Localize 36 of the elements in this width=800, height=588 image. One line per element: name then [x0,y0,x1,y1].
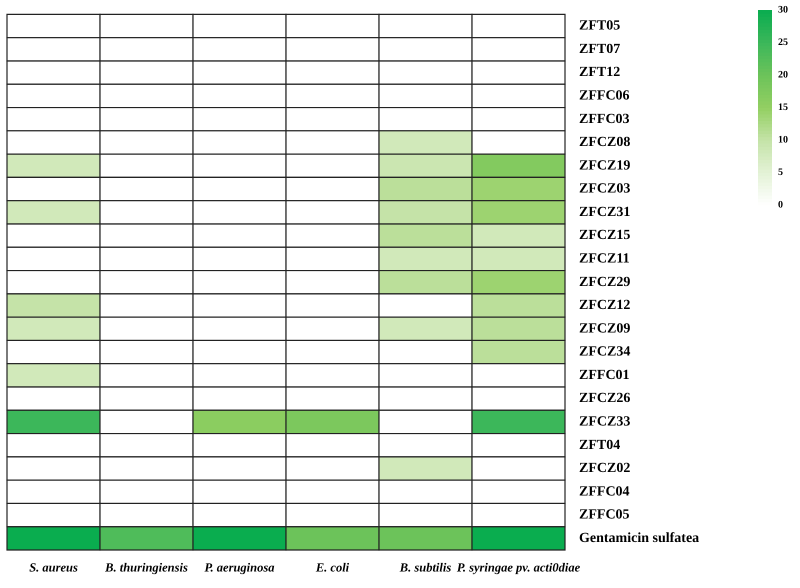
x-tick-label: P. aeruginosa [204,560,274,575]
color-bar-label: 20 [778,70,788,81]
y-tick-label: ZFFC03 [579,112,630,127]
y-tick-label: Gentamicin sulfatea [579,530,700,546]
y-tick-label: ZFCZ03 [579,182,630,197]
color-bar-label: 5 [778,167,783,178]
x-tick-label: B. thuringiensis [104,560,188,575]
y-tick-label: ZFFC04 [579,484,630,500]
y-tick-label: ZFCZ19 [579,158,630,174]
color-bar-label: 10 [778,134,788,146]
color-bar-label: 15 [778,102,788,114]
y-tick-label: ZFT07 [579,42,620,57]
x-tick-label: S. aureus [29,560,78,575]
y-tick-label: ZFFC06 [579,88,630,104]
y-tick-label: ZFCZ02 [579,461,630,476]
y-tick-label: ZFCZ08 [579,135,630,150]
y-tick-label: ZFCZ29 [579,274,630,290]
y-tick-label: ZFCZ09 [579,321,630,336]
x-tick-label: B. subtilis [398,560,452,575]
y-tick-label: ZFCZ33 [579,414,630,430]
color-bar-label: 0 [778,200,783,211]
y-tick-label: ZFCZ15 [579,228,630,244]
color-bar-label: 30 [778,4,788,16]
y-tick-label: ZFCZ34 [579,344,630,360]
y-tick-label: ZFT05 [579,18,620,34]
color-bar-label: 25 [778,37,788,48]
x-tick-label: E. coli [314,560,350,575]
y-tick-label: ZFCZ12 [579,298,630,314]
y-tick-label: ZFCZ31 [579,204,630,220]
y-tick-label: ZFFC01 [579,368,630,383]
x-tick-label: P. syringae pv. acti0diae [456,560,581,575]
y-tick-label: ZFFC05 [579,508,630,523]
y-tick-label: ZFT12 [579,65,620,80]
y-tick-label: ZFT04 [579,438,620,453]
y-tick-label: ZFCZ11 [579,252,630,267]
y-tick-label: ZFCZ26 [579,391,630,406]
